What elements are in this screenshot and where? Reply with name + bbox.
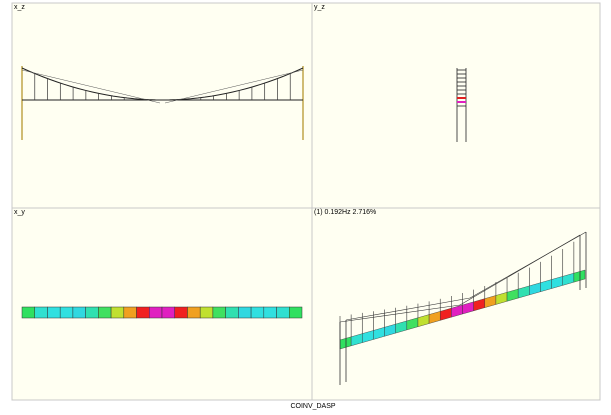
deck-segment [187,306,201,319]
cable [21,67,304,101]
member [21,69,161,104]
deck-segment [85,306,99,319]
deck-segment [136,306,150,319]
deck-segment [573,269,586,283]
viewport-xy [11,207,313,401]
deck-segment [174,306,188,319]
deck-segment [250,306,265,319]
deck-segment [123,306,137,319]
deck-segment [34,306,48,319]
viewport-yz [311,2,601,209]
viewport-label: y_z [314,4,325,11]
viewport-label: x_y [14,209,25,216]
member [345,297,471,321]
deck-segment [238,306,252,319]
deck-segment [59,306,74,319]
deck-segment [199,306,214,319]
deck-segment [263,306,277,319]
drawings [21,66,587,385]
viewport-3d [311,207,601,401]
deck-segment [225,306,239,319]
viewport-label: x_z [14,4,25,11]
member [469,231,587,299]
deck-segment [47,306,61,319]
viewport-label: (1) 0.192Hz 2.716% [314,209,376,216]
deck-segment [110,306,125,319]
status-label: COINV_DASP [290,403,335,410]
deck-segment [289,306,303,319]
deck-segment [212,306,226,319]
deck-segment [149,306,163,319]
member [339,304,461,323]
deck-segment [276,306,290,319]
deck-segment [21,306,35,319]
deck-segment [98,306,112,319]
deck-segment [72,306,86,319]
deck-segment [161,306,175,319]
viewport-xz [11,2,313,209]
member [164,69,304,104]
